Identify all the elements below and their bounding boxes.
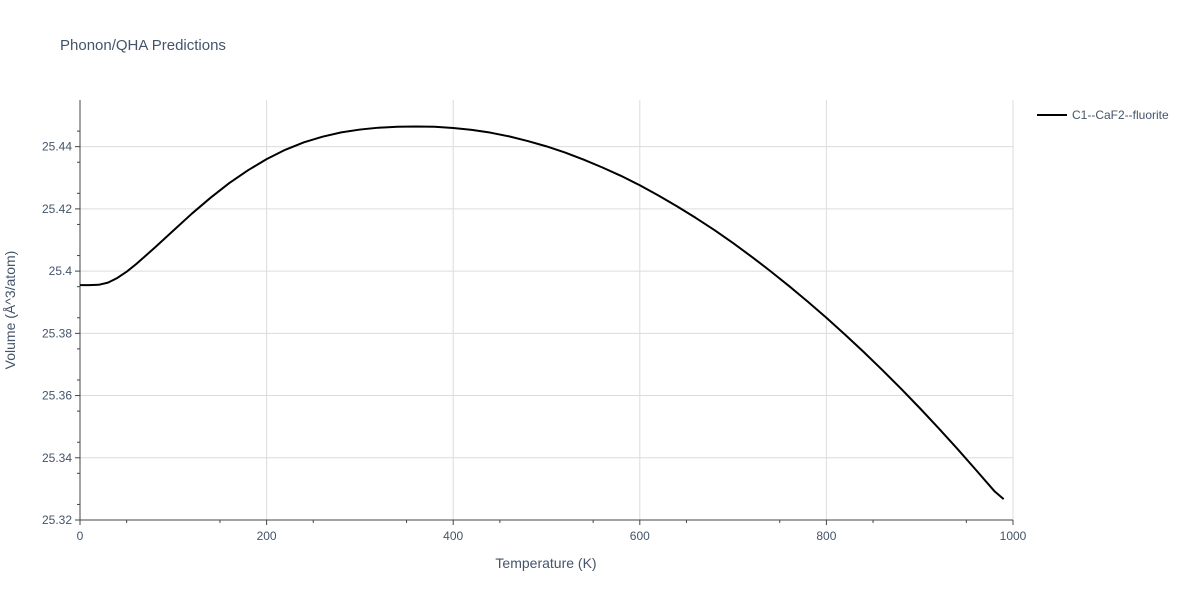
y-tick-label: 25.4 xyxy=(49,264,73,278)
y-tick-label: 25.44 xyxy=(42,140,72,154)
chart-title: Phonon/QHA Predictions xyxy=(60,37,226,54)
x-tick-label: 1000 xyxy=(1000,529,1027,543)
y-tick-label: 25.32 xyxy=(42,513,72,527)
y-tick-label: 25.36 xyxy=(42,389,72,403)
y-axis-title: Volume (Å^3/atom) xyxy=(2,251,18,370)
legend[interactable]: C1--CaF2--fluorite xyxy=(1037,108,1169,122)
y-tick-label: 25.38 xyxy=(42,326,72,340)
series-line xyxy=(80,125,1005,500)
series-layer xyxy=(80,125,1005,500)
x-tick-label: 0 xyxy=(77,529,84,543)
x-axis-title: Temperature (K) xyxy=(495,555,596,571)
y-tick-label: 25.42 xyxy=(42,202,72,216)
x-tick-label: 200 xyxy=(257,529,277,543)
legend-label: C1--CaF2--fluorite xyxy=(1072,108,1169,122)
axes: 0 200 400 600 800 1000 25.32 25.34 25.36 25.38 25.… xyxy=(42,100,1027,543)
grid xyxy=(80,100,1014,521)
x-tick-label: 400 xyxy=(443,529,463,543)
y-tick-label: 25.34 xyxy=(42,451,72,465)
x-tick-label: 600 xyxy=(630,529,650,543)
x-tick-label: 800 xyxy=(816,529,836,543)
